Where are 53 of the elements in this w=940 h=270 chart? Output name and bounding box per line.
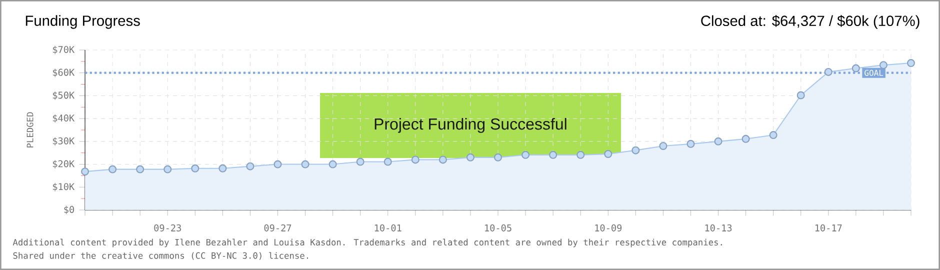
point xyxy=(686,140,695,148)
point xyxy=(108,165,117,174)
point xyxy=(604,150,612,158)
x-tick-label: 10-05 xyxy=(485,224,512,232)
x-tick-label: 09-23 xyxy=(154,224,181,232)
point xyxy=(384,158,392,166)
y-tick-label: $0 xyxy=(64,206,74,214)
y-tick-label: $20K xyxy=(52,160,75,169)
point xyxy=(466,153,474,162)
point xyxy=(796,91,805,100)
point xyxy=(852,64,860,72)
y-tick-label: $10K xyxy=(52,182,75,192)
point xyxy=(301,160,310,168)
y-axis-title: PLEDGED xyxy=(26,112,34,148)
text: Additional content provided by Ilene Bezahler and Louisa Kasdon. Trademarks and related content are owned by their respective companies. xyxy=(12,238,722,248)
point xyxy=(494,153,502,162)
x-tick-label: 09-27 xyxy=(264,224,292,232)
point xyxy=(246,162,254,170)
point xyxy=(906,59,915,68)
point xyxy=(714,137,722,146)
x-tick-label: 10-17 xyxy=(815,224,842,232)
point xyxy=(81,168,90,176)
point xyxy=(522,150,530,159)
annotation: Project Funding Successful xyxy=(374,118,566,133)
chart-title: Funding Progress xyxy=(26,15,140,29)
chart-subtitle: Closed at: $64,327 / $60k (107%) xyxy=(701,15,920,29)
x-tick-label: 10-09 xyxy=(595,224,622,232)
point xyxy=(742,134,750,143)
point xyxy=(879,61,888,70)
point xyxy=(659,142,668,150)
point xyxy=(274,160,282,168)
point xyxy=(438,156,447,164)
point xyxy=(411,156,420,164)
text: Shared under the creative commons (CC BY-NC 3.0) license. xyxy=(13,252,308,260)
ref-line-label: GOAL xyxy=(864,70,884,76)
point xyxy=(218,164,227,172)
y-tick-label: $70K xyxy=(52,46,75,54)
point xyxy=(136,165,144,174)
point xyxy=(356,158,364,166)
point xyxy=(632,146,640,154)
point xyxy=(549,150,558,159)
x-tick-label: 10-01 xyxy=(374,224,402,232)
point xyxy=(576,150,585,159)
y-tick-label: $60K xyxy=(52,68,75,78)
point xyxy=(328,160,337,168)
y-tick-label: $50K xyxy=(52,91,75,100)
y-tick-label: $40K xyxy=(52,114,75,123)
y-tick-label: $30K xyxy=(52,137,75,146)
x-tick-label: 10-13 xyxy=(705,224,732,232)
point xyxy=(164,165,172,174)
point xyxy=(191,164,200,172)
point xyxy=(769,131,778,140)
point xyxy=(824,68,832,76)
